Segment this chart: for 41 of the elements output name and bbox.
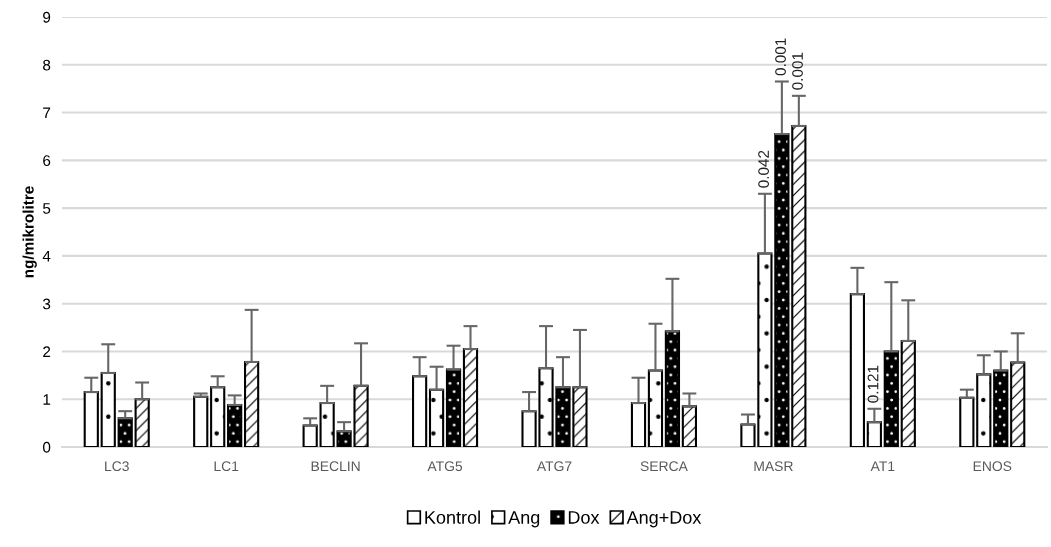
bar [849, 293, 865, 447]
legend-label: Ang [508, 511, 540, 528]
x-tick-label: ATG5 [427, 461, 463, 472]
y-tick-label: 6 [43, 155, 51, 167]
annotation: 0.121 [867, 365, 879, 403]
bar [883, 350, 899, 447]
y-tick-label: 2 [43, 346, 51, 357]
bar [959, 396, 975, 447]
bar [412, 375, 428, 447]
bar [302, 424, 318, 447]
x-tick-label: ENOS [973, 461, 1012, 472]
y-tick-label: 9 [43, 11, 51, 23]
bar [630, 402, 647, 447]
x-tick-label: ATG7 [536, 461, 572, 472]
bar [993, 369, 1009, 447]
x-tick-label: AT1 [870, 461, 895, 471]
y-tick-label: 8 [43, 59, 51, 71]
bar [445, 368, 462, 447]
annotation: 0.001 [775, 38, 786, 76]
bar [664, 330, 681, 447]
y-tick-label: 5 [43, 203, 51, 214]
bar [83, 391, 99, 447]
bar [193, 395, 209, 447]
x-tick-label: LC3 [105, 461, 129, 472]
x-tick-label: BECLIN [311, 461, 360, 472]
y-tick-label: 1 [43, 394, 51, 405]
x-tick-label: SERCA [640, 461, 688, 472]
x-tick-label: LC1 [214, 461, 239, 472]
y-tick-label: 3 [42, 298, 51, 310]
y-tick-label: 0 [42, 441, 51, 453]
legend-label: Dox [568, 511, 600, 524]
legend-label: Kontrol [425, 510, 480, 524]
x-tick-label: MASR [754, 461, 793, 472]
legend-label: Ang+Dox [626, 511, 702, 528]
y-axis-title: ng/mikrolitre [22, 186, 37, 278]
bar [117, 417, 133, 447]
y-tick-label: 7 [43, 107, 51, 119]
bar [227, 403, 243, 447]
annotation: 0.042 [758, 150, 770, 188]
annotation: 0.001 [792, 52, 803, 90]
y-tick-label: 4 [42, 250, 51, 262]
